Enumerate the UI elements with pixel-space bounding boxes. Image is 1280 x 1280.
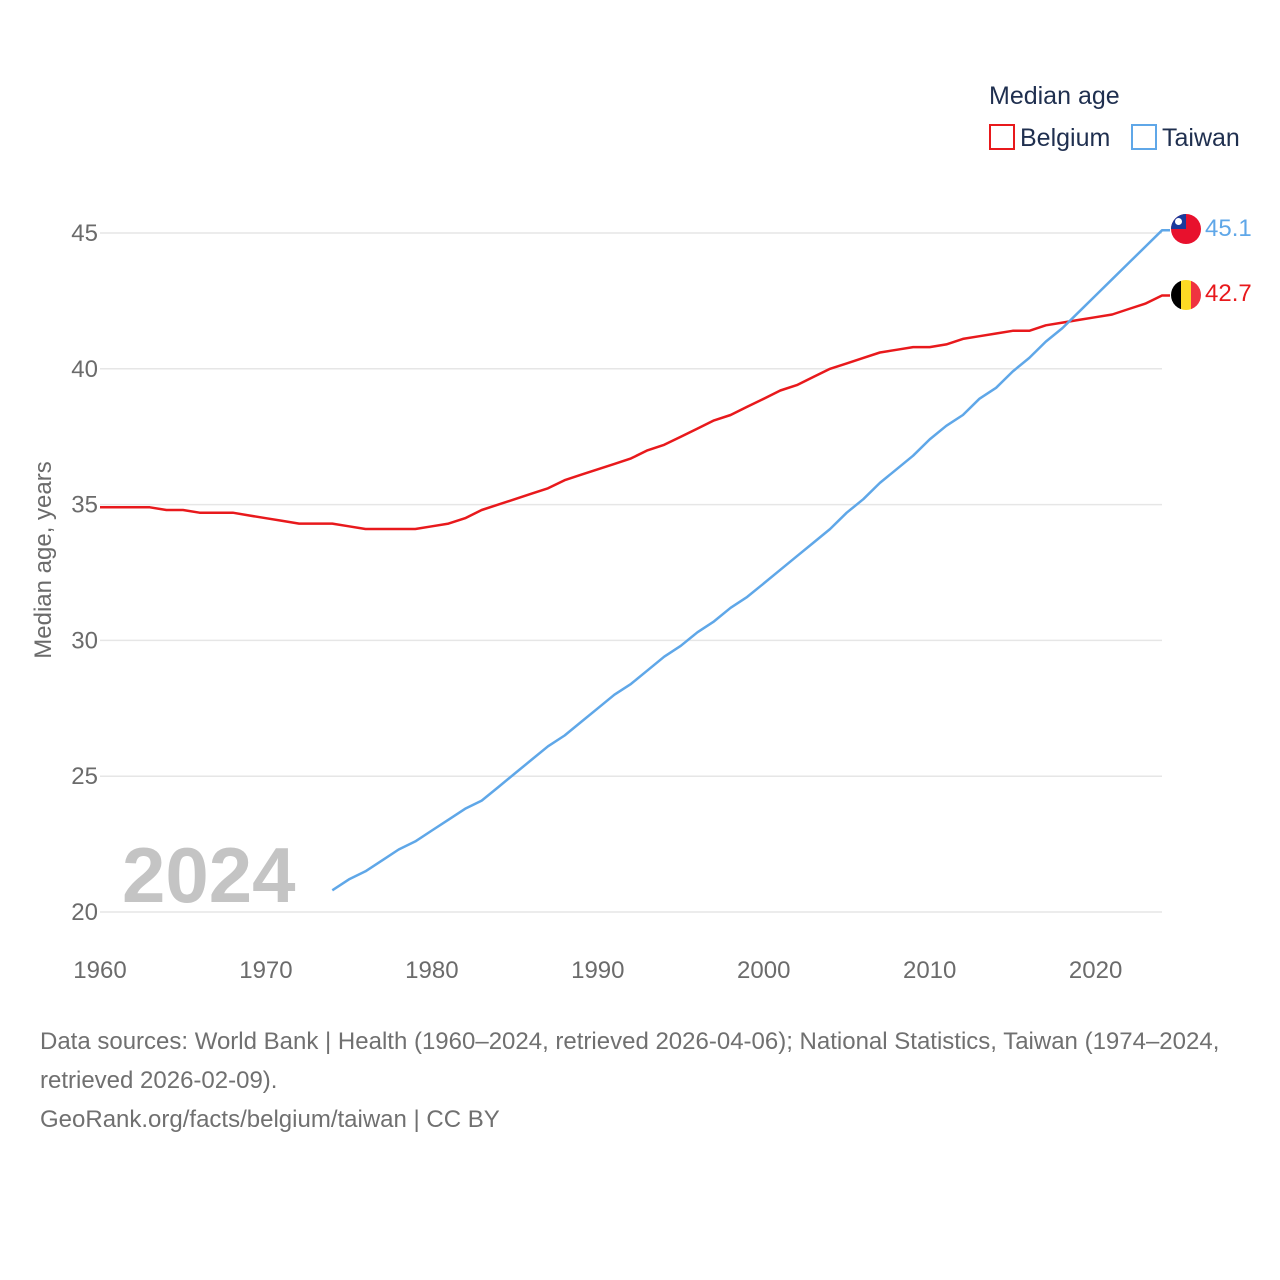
- x-tick-label: 2020: [1069, 957, 1122, 984]
- line-chart: 20 25 30 35 40 45 1960 1970 1980 1990 2000 2010 202…: [30, 82, 1252, 984]
- series-line-belgium: [100, 294, 1170, 531]
- y-tick-label: 35: [71, 492, 98, 519]
- legend-label-belgium: Belgium: [1020, 124, 1110, 152]
- y-tick-label: 20: [71, 899, 98, 926]
- year-watermark: 2024: [122, 831, 296, 919]
- y-axis-ticks: 20 25 30 35 40 45: [71, 220, 98, 926]
- y-tick-label: 30: [71, 627, 98, 654]
- y-axis-label: Median age, years: [30, 461, 57, 658]
- x-tick-label: 2000: [737, 957, 790, 984]
- x-tick-label: 1990: [571, 957, 624, 984]
- data-sources-note: Data sources: World Bank | Health (1960–…: [40, 1028, 1220, 1094]
- footer: Data sources: World Bank | Health (1960–…: [40, 1022, 1250, 1139]
- grid-lines: [100, 232, 1162, 913]
- legend: Median age Belgium Taiwan: [989, 82, 1240, 152]
- belgium-flag-icon: [1171, 280, 1201, 310]
- x-tick-label: 2010: [903, 957, 956, 984]
- legend-swatch-taiwan: [1131, 124, 1157, 150]
- y-tick-label: 25: [71, 763, 98, 790]
- x-tick-label: 1960: [73, 957, 126, 984]
- series-line-taiwan: [331, 229, 1170, 892]
- y-tick-label: 40: [71, 356, 98, 383]
- belgium-end-value: 42.7: [1205, 280, 1252, 307]
- y-tick-label: 45: [71, 220, 98, 247]
- legend-label-taiwan: Taiwan: [1162, 124, 1240, 152]
- attribution-link[interactable]: GeoRank.org/facts/belgium/taiwan | CC BY: [40, 1106, 500, 1133]
- legend-title: Median age: [989, 82, 1120, 110]
- taiwan-flag-icon: [1171, 214, 1201, 244]
- legend-swatch-belgium: [989, 124, 1015, 150]
- x-tick-label: 1970: [239, 957, 292, 984]
- x-tick-label: 1980: [405, 957, 458, 984]
- taiwan-end-value: 45.1: [1205, 215, 1252, 242]
- x-axis-ticks: 1960 1970 1980 1990 2000 2010 2020: [73, 957, 1122, 984]
- series-lines: [100, 229, 1170, 892]
